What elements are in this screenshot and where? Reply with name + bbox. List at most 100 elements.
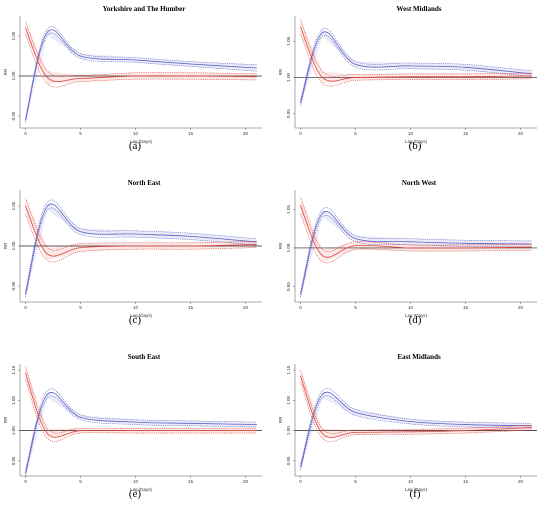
series-0-ci-band	[300, 29, 532, 106]
x-tick-label: 5	[354, 131, 357, 136]
x-tick-label: 20	[518, 479, 524, 484]
x-tick-label: 15	[463, 305, 469, 310]
chart-panel-north-west: North West 0 5 10 15 20 0.95 1.00 1.05 Lag (Days)…	[275, 174, 550, 348]
series-0-point	[256, 241, 257, 243]
y-tick-label: 1.00	[11, 71, 16, 80]
chart-title: Yorkshire and The Humber	[103, 5, 186, 13]
series-0-point	[47, 31, 48, 33]
x-tick-label: 20	[518, 305, 524, 310]
series-1-lower-bound	[25, 379, 257, 442]
series-1-point	[355, 432, 356, 433]
series-0-lower-bound	[300, 214, 532, 298]
series-0-point	[190, 63, 191, 65]
series-0-line	[300, 31, 532, 103]
series-0-point	[135, 59, 136, 61]
series-0-upper-bound	[25, 388, 257, 471]
x-tick-label: 15	[188, 131, 194, 136]
y-tick-label: 1.00	[11, 241, 16, 250]
series-1-point	[80, 430, 81, 431]
series-1-point	[190, 430, 191, 431]
y-tick-label: 0.95	[11, 456, 16, 465]
series-0-upper-bound	[25, 26, 257, 118]
series-0-point	[355, 64, 356, 65]
series-1-point	[135, 245, 136, 247]
y-axis-label: RR	[278, 242, 283, 249]
series-0-line	[25, 392, 257, 474]
series-0-point	[135, 233, 136, 235]
series-0-upper-bound	[300, 207, 532, 292]
chart-title: West Midlands	[397, 5, 442, 13]
y-tick-label: 1.00	[11, 426, 16, 435]
series-0-point	[47, 393, 48, 395]
series-0-point	[25, 472, 26, 474]
chart-panel-yorkshire: Yorkshire and The Humber 0 5 10 15 20 0.95 1.00…	[0, 0, 275, 174]
series-0-point	[80, 231, 81, 232]
series-0-point	[80, 55, 81, 57]
series-1-ci-band	[300, 19, 532, 84]
x-tick-label: 5	[354, 305, 357, 310]
series-0-point	[135, 421, 136, 423]
chart-title: East Midlands	[397, 353, 441, 361]
series-0-point	[322, 393, 323, 395]
series-0-point	[322, 32, 323, 34]
y-tick-label: 0.95	[286, 109, 291, 118]
series-1-point	[531, 75, 532, 77]
series-0-point	[410, 241, 411, 243]
series-1-ci-band	[25, 366, 257, 439]
chart-svg: South East 0 5 10 15 20 0.95 1.00 1.05 1.10 Lag (D…	[3, 353, 262, 492]
series-1-point	[531, 427, 532, 428]
x-axis-label: Lag (Days)	[130, 487, 153, 492]
x-tick-label: 10	[408, 305, 414, 310]
series-1-point	[25, 27, 26, 29]
caption-b: (b)	[408, 140, 422, 152]
x-axis-label: Lag (Days)	[130, 313, 153, 318]
series-0-line	[25, 29, 257, 121]
y-tick-label: 1.05	[11, 201, 16, 210]
series-0-point	[190, 236, 191, 237]
chart-title: North East	[128, 179, 162, 187]
series-1-point	[300, 26, 301, 28]
y-tick-label: 0.95	[11, 111, 16, 120]
series-1-point	[300, 205, 301, 206]
series-0-point	[322, 212, 323, 214]
series-1-ci-band	[300, 370, 532, 439]
y-axis-label: RR	[3, 68, 8, 75]
series-1-point	[465, 247, 466, 249]
chart-svg: East Midlands 0 5 10 15 20 0.95 1.00 1.05 1.10 Lag…	[278, 353, 537, 492]
caption-c: (c)	[128, 314, 142, 326]
y-tick-label: 1.10	[286, 365, 291, 374]
chart-panel-west-midlands: West Midlands 0 5 10 15 20 0.95 1.00 1.05 Lag (Da…	[275, 0, 550, 174]
series-1-upper-bound	[300, 19, 532, 77]
x-tick-label: 0	[24, 131, 27, 136]
chart-svg: North East 0 5 10 15 20 0.95 1.00 1.05 Lag (Days)…	[3, 179, 262, 318]
series-1-point	[135, 75, 136, 77]
series-0-point	[465, 424, 466, 425]
series-1-point	[322, 255, 323, 257]
series-0-upper-bound	[25, 199, 257, 291]
y-axis-label: RR	[3, 242, 8, 249]
chart-title: South East	[128, 353, 161, 361]
x-axis-label: Lag (Days)	[130, 139, 153, 144]
y-tick-label: 1.00	[286, 73, 291, 82]
x-axis-label: Lag (Days)	[405, 487, 428, 492]
series-1-point	[256, 244, 257, 245]
x-tick-label: 15	[188, 479, 194, 484]
series-1-point	[47, 253, 48, 255]
chart-title: North West	[402, 179, 437, 187]
x-tick-label: 0	[299, 305, 302, 310]
series-1-line	[300, 26, 532, 82]
x-tick-label: 15	[463, 131, 469, 136]
series-1-ci-band	[300, 196, 532, 262]
series-1-ci-band	[25, 21, 257, 85]
series-0-point	[80, 416, 81, 418]
series-1-point	[465, 76, 466, 78]
series-0-line	[25, 203, 257, 295]
series-0-point	[465, 66, 466, 68]
series-0-point	[531, 73, 532, 75]
series-0-point	[256, 424, 257, 425]
series-1-point	[47, 433, 48, 435]
x-tick-label: 10	[133, 305, 139, 310]
series-1-point	[410, 431, 411, 433]
series-1-point	[80, 78, 81, 79]
series-1-line	[300, 375, 532, 438]
